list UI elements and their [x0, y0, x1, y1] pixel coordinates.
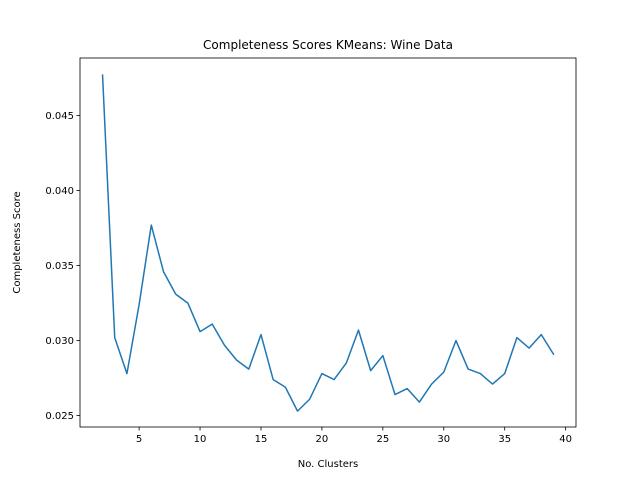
- x-tick-label: 35: [498, 434, 511, 445]
- series-line: [101, 74, 555, 412]
- y-tick-label: 0.030: [45, 336, 74, 347]
- x-tick-label: 15: [255, 434, 268, 445]
- x-tick-label: 30: [437, 434, 450, 445]
- chart-title: Completeness Scores KMeans: Wine Data: [203, 38, 453, 52]
- y-tick-label: 0.045: [45, 111, 74, 122]
- x-tick-label: 25: [376, 434, 389, 445]
- x-tick-label: 20: [316, 434, 329, 445]
- x-tick-label: 10: [194, 434, 207, 445]
- y-axis: 0.025 0.030 0.035 0.040 0.045: [45, 111, 80, 422]
- y-axis-label: Completeness Score: [12, 191, 23, 293]
- x-tick-label: 40: [559, 434, 572, 445]
- y-tick-label: 0.040: [45, 186, 74, 197]
- y-tick-label: 0.035: [45, 261, 74, 272]
- y-tick-label: 0.025: [45, 411, 74, 422]
- x-tick-label: 5: [136, 434, 142, 445]
- x-axis-label: No. Clusters: [298, 459, 358, 470]
- x-axis: 5 10 15 20 25 30 35 40: [136, 427, 572, 445]
- plot-area: [79, 57, 577, 428]
- plot-frame: [79, 57, 577, 428]
- plot-background: [80, 58, 576, 427]
